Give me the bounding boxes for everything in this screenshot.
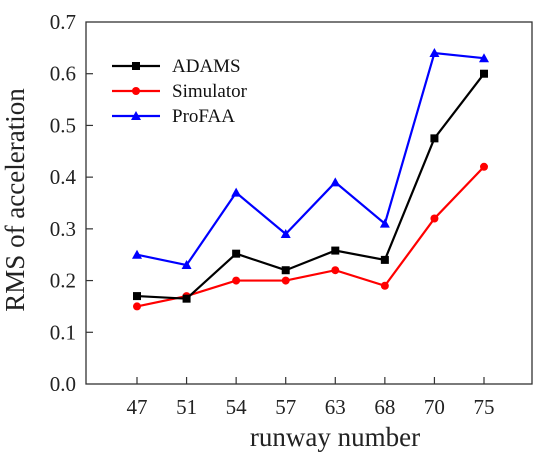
data-point-triangle	[131, 111, 141, 120]
x-tick-label: 51	[176, 395, 197, 419]
legend-item-adams: ADAMS	[112, 56, 241, 77]
data-point-triangle	[479, 53, 489, 63]
legend-label: ADAMS	[172, 56, 241, 77]
data-point-square	[182, 294, 191, 303]
x-tick-label: 63	[325, 395, 346, 419]
x-tick-label: 54	[226, 395, 248, 419]
data-point-square	[132, 62, 140, 70]
y-tick-label: 0.7	[50, 10, 76, 34]
data-point-triangle	[379, 218, 390, 228]
y-tick-label: 0.0	[50, 372, 76, 396]
x-tick-label: 70	[424, 395, 445, 419]
series-layer	[132, 48, 489, 311]
series-line	[136, 166, 485, 308]
x-tick-label: 68	[374, 395, 395, 419]
data-point-circle	[133, 302, 141, 311]
data-point-circle	[480, 162, 488, 171]
data-point-triangle	[231, 187, 242, 197]
data-point-square	[281, 266, 290, 275]
y-tick-label: 0.4	[50, 165, 77, 189]
plot-frame	[85, 21, 533, 385]
y-tick-label: 0.3	[50, 217, 76, 241]
legend-label: ProFAA	[172, 106, 235, 127]
data-point-triangle	[280, 229, 291, 239]
data-point-circle	[232, 276, 241, 285]
series-simulator	[133, 162, 488, 311]
legend-item-simulator: Simulator	[112, 81, 248, 102]
data-point-square	[430, 134, 439, 143]
x-tick-label: 75	[474, 395, 495, 419]
data-point-circle	[380, 281, 389, 290]
data-point-square	[331, 246, 340, 255]
y-axis-label: RMS of acceleration	[0, 88, 30, 312]
y-tick-label: 0.2	[50, 269, 76, 293]
legend-label: Simulator	[172, 81, 248, 102]
data-point-square	[480, 69, 488, 78]
series-profaa	[132, 48, 489, 270]
y-tick-label: 0.6	[50, 62, 76, 86]
data-point-triangle	[330, 177, 341, 187]
data-point-circle	[430, 214, 439, 223]
series-line	[136, 73, 485, 300]
series-adams	[133, 69, 488, 303]
data-point-triangle	[181, 260, 192, 270]
data-point-circle	[331, 266, 340, 275]
x-axis-label: runway number	[250, 422, 420, 452]
data-point-square	[133, 292, 141, 301]
data-point-circle	[132, 87, 140, 95]
series-line	[136, 51, 485, 267]
data-point-circle	[281, 276, 290, 285]
data-point-square	[380, 255, 389, 264]
legend-item-profaa: ProFAA	[112, 106, 235, 127]
y-tick-label: 0.5	[50, 113, 76, 137]
x-tick-label: 47	[127, 395, 148, 419]
legend: ADAMS Simulator ProFAA	[112, 56, 248, 127]
y-tick-label: 0.1	[50, 320, 76, 344]
data-point-triangle	[132, 249, 142, 259]
data-point-square	[232, 249, 241, 258]
data-point-triangle	[429, 48, 440, 58]
axes: 0.0 0.1 0.2 0.3 0.4 0.5 0.6 0.7 47 51 54 57 63 68 70 75	[50, 10, 533, 419]
x-tick-label: 57	[275, 395, 296, 419]
